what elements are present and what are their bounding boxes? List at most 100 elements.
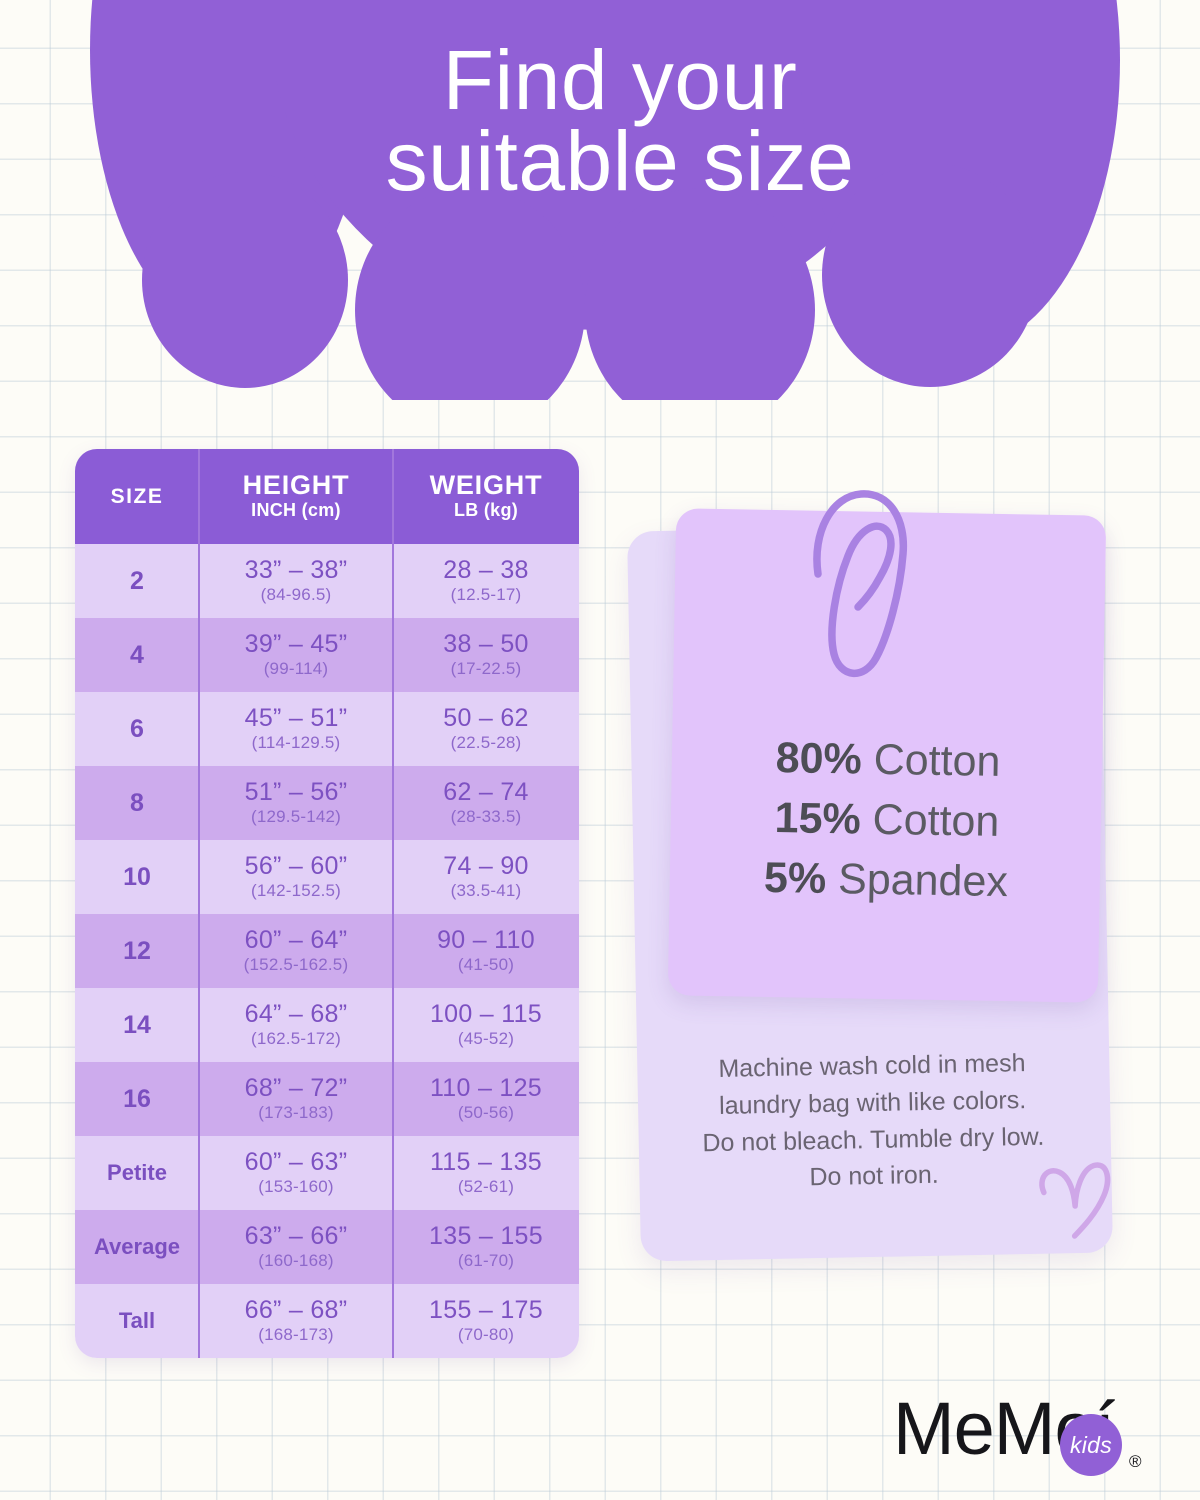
cell-size-value: 14 [123, 1010, 151, 1039]
column-divider-2 [392, 1284, 394, 1358]
column-divider-2 [392, 1136, 394, 1210]
cell-weight-kg: (28-33.5) [450, 806, 522, 826]
cell-height-cm: (153-160) [258, 1176, 334, 1196]
table-header-row: SIZE HEIGHT INCH (cm) WEIGHT LB (kg) [75, 449, 579, 544]
composition-material-3: Spandex [837, 855, 1009, 907]
cell-size: 4 [75, 641, 199, 670]
cell-height-cm: (142-152.5) [250, 880, 342, 900]
column-header-height-sub: INCH (cm) [251, 500, 341, 521]
column-header-weight-main: WEIGHT [429, 470, 543, 501]
cell-height-inches: 51” – 56” [244, 777, 348, 806]
cell-size: 8 [75, 789, 199, 818]
composition-percent-2: 15% [774, 794, 862, 844]
cell-weight-lb: 110 – 125 [429, 1073, 543, 1102]
table-body: 2 33” – 38” (84-96.5) 28 – 38 (12.5-17) 4 39” … [75, 544, 579, 1358]
cell-height: 68” – 72” (173-183) [199, 1074, 393, 1123]
cell-height-inches: 56” – 60” [244, 851, 348, 880]
cell-size-value: 2 [130, 566, 144, 595]
cell-size: 12 [75, 937, 199, 966]
column-header-height-main: HEIGHT [242, 470, 350, 501]
cell-weight: 28 – 38 (12.5-17) [393, 556, 579, 605]
composition-material-2: Cotton [872, 795, 1000, 847]
brand-logo: MeMoí kids ® [893, 1392, 1153, 1482]
cell-weight-kg: (61-70) [457, 1250, 515, 1270]
column-divider-1 [198, 914, 200, 988]
column-header-height: HEIGHT INCH (cm) [199, 470, 393, 522]
cell-size: Tall [75, 1308, 199, 1334]
size-chart-table: SIZE HEIGHT INCH (cm) WEIGHT LB (kg) 2 33… [75, 449, 579, 1358]
composition-line-1: 80% Cotton [673, 726, 1104, 794]
cell-weight: 110 – 125 (50-56) [393, 1073, 579, 1123]
cell-weight-kg: (33.5-41) [450, 880, 522, 900]
cell-size-value: 10 [123, 862, 151, 891]
cell-size-value: 4 [130, 640, 144, 669]
cell-size-value: Average [93, 1234, 180, 1259]
cell-size-value: Tall [118, 1308, 156, 1333]
cell-weight-kg: (12.5-17) [450, 584, 522, 604]
cell-height-inches: 60” – 63” [244, 1147, 348, 1176]
kids-badge: kids [1060, 1414, 1122, 1476]
column-divider-2 [392, 914, 394, 988]
table-row: 8 51” – 56” (129.5-142) 62 – 74 (28-33.5) [75, 766, 579, 840]
cell-height: 64” – 68” (162.5-172) [199, 999, 393, 1049]
cell-size: 6 [75, 715, 199, 744]
column-divider-1 [198, 1136, 200, 1210]
cell-weight-kg: (45-52) [457, 1028, 515, 1048]
composition-percent-3: 5% [763, 854, 827, 904]
cell-height: 60” – 63” (153-160) [199, 1147, 393, 1197]
cell-weight-lb: 62 – 74 [443, 777, 529, 806]
column-divider-2 [392, 544, 394, 618]
cell-size: 2 [75, 567, 199, 596]
paperclip-icon [813, 490, 908, 678]
column-divider-2 [392, 1210, 394, 1284]
cell-height-cm: (129.5-142) [250, 806, 342, 826]
cell-height-cm: (160-168) [258, 1250, 334, 1270]
cell-size: 10 [75, 863, 199, 892]
table-row: Tall 66” – 68” (168-173) 155 – 175 (70-80) [75, 1284, 579, 1358]
cell-height-cm: (168-173) [258, 1324, 334, 1344]
table-row: 16 68” – 72” (173-183) 110 – 125 (50-56) [75, 1062, 579, 1136]
cell-weight-lb: 50 – 62 [443, 703, 529, 732]
cell-weight-kg: (41-50) [457, 954, 515, 974]
cell-weight-lb: 90 – 110 [437, 925, 535, 954]
column-divider-1 [198, 1284, 200, 1358]
cell-weight: 135 – 155 (61-70) [393, 1222, 579, 1271]
composition-line-2: 15% Cotton [672, 786, 1103, 854]
column-header-weight-sub: LB (kg) [453, 500, 519, 521]
cell-height-cm: (152.5-162.5) [243, 954, 349, 974]
cell-height: 51” – 56” (129.5-142) [199, 777, 393, 827]
cell-weight-lb: 100 – 115 [429, 999, 543, 1028]
cell-weight: 38 – 50 (17-22.5) [393, 630, 579, 679]
cell-height: 45” – 51” (114-129.5) [199, 704, 393, 753]
cell-height-cm: (114-129.5) [251, 732, 341, 752]
cell-height-inches: 39” – 45” [244, 629, 348, 658]
cell-size: 14 [75, 1011, 199, 1040]
cell-size-value: Petite [107, 1160, 167, 1185]
cell-height-inches: 33” – 38” [244, 555, 348, 584]
cell-size: Petite [75, 1160, 199, 1186]
cell-height-inches: 60” – 64” [244, 925, 348, 954]
cell-weight: 74 – 90 (33.5-41) [393, 852, 579, 901]
composition-percent-1: 80% [775, 734, 863, 784]
column-divider-1 [198, 840, 200, 914]
column-divider-1 [198, 1062, 200, 1136]
cell-weight: 115 – 135 (52-61) [393, 1147, 579, 1197]
composition-material-1: Cotton [873, 735, 1001, 786]
cell-height-cm: (84-96.5) [260, 584, 332, 604]
cell-height: 63” – 66” (160-168) [199, 1222, 393, 1271]
column-divider-1 [198, 766, 200, 840]
cell-height: 66” – 68” (168-173) [199, 1296, 393, 1345]
cell-height: 60” – 64” (152.5-162.5) [199, 925, 393, 975]
table-row: Average 63” – 66” (160-168) 135 – 155 (61-70… [75, 1210, 579, 1284]
column-divider-2 [392, 988, 394, 1062]
table-row: 2 33” – 38” (84-96.5) 28 – 38 (12.5-17) [75, 544, 579, 618]
registered-trademark-mark: ® [1129, 1452, 1142, 1471]
cell-weight-lb: 115 – 135 [429, 1147, 543, 1176]
composition-line-3: 5% Spandex [670, 847, 1101, 915]
cell-size: 16 [75, 1085, 199, 1114]
cell-height-cm: (99-114) [263, 658, 329, 678]
column-divider-2 [392, 692, 394, 766]
cell-height-inches: 64” – 68” [244, 999, 348, 1028]
cell-weight: 100 – 115 (45-52) [393, 999, 579, 1049]
